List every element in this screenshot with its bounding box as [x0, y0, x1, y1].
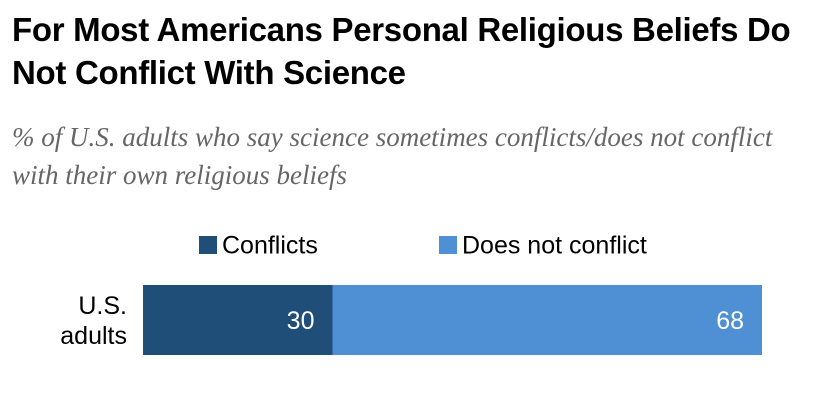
category-label-0-line-0: U.S. — [78, 292, 127, 320]
legend-swatch-1 — [439, 236, 457, 254]
legend-swatch-0 — [199, 236, 217, 254]
chart-subtitle: % of U.S. adults who say science sometim… — [12, 122, 773, 190]
category-label-0-line-1: adults — [60, 322, 127, 350]
bar-segment-1-0 — [332, 285, 762, 355]
chart-title: For Most Americans Personal Religious Be… — [12, 11, 791, 91]
legend-label-0: Conflicts — [222, 232, 318, 260]
value-label-0-0: 30 — [287, 307, 315, 335]
value-label-1-0: 68 — [716, 307, 744, 335]
bar-segment-0-0 — [143, 285, 333, 355]
legend-label-1: Does not conflict — [462, 232, 647, 260]
